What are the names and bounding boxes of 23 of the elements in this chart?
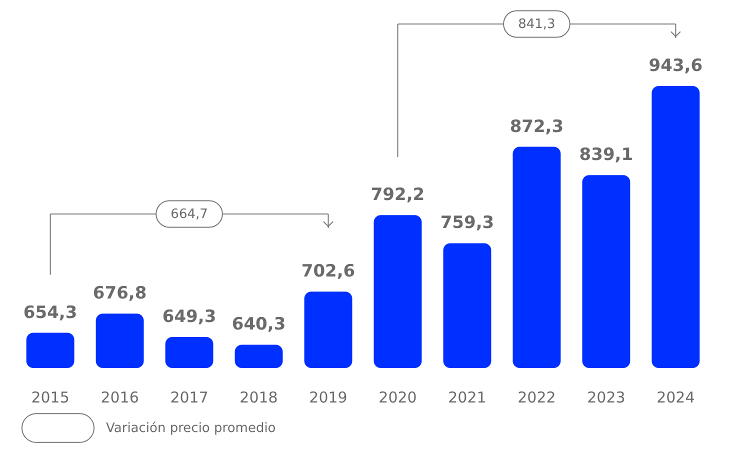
annotation: 841,3 (518, 17, 556, 32)
data-label: 654,3 (23, 302, 78, 323)
x-tick-label: 2018 (240, 388, 278, 406)
data-label: 872,3 (510, 116, 564, 137)
data-label: 792,2 (370, 185, 425, 206)
x-tick-label: 2023 (587, 388, 626, 406)
x-tick-label: 2015 (31, 388, 70, 406)
x-tick-label: 2021 (448, 388, 486, 406)
annotation: 664,7 (170, 207, 208, 222)
text: Variación precio promedio (106, 421, 276, 436)
x-tick-label: 2016 (100, 388, 139, 406)
x-tick-label: 2024 (656, 388, 695, 406)
x-tick-label: 2020 (378, 388, 417, 406)
data-label: 702,6 (301, 262, 356, 282)
x-tick-label: 2017 (170, 388, 208, 406)
data-label: 839,1 (579, 145, 634, 166)
data-label: 759,3 (440, 213, 494, 234)
x-tick-label: 2022 (518, 388, 556, 406)
data-label: 943,6 (648, 56, 703, 76)
data-label: 649,3 (162, 307, 216, 328)
x-tick-label: 2019 (309, 388, 348, 406)
data-label: 676,8 (92, 284, 147, 304)
data-label: 640,3 (232, 314, 286, 335)
